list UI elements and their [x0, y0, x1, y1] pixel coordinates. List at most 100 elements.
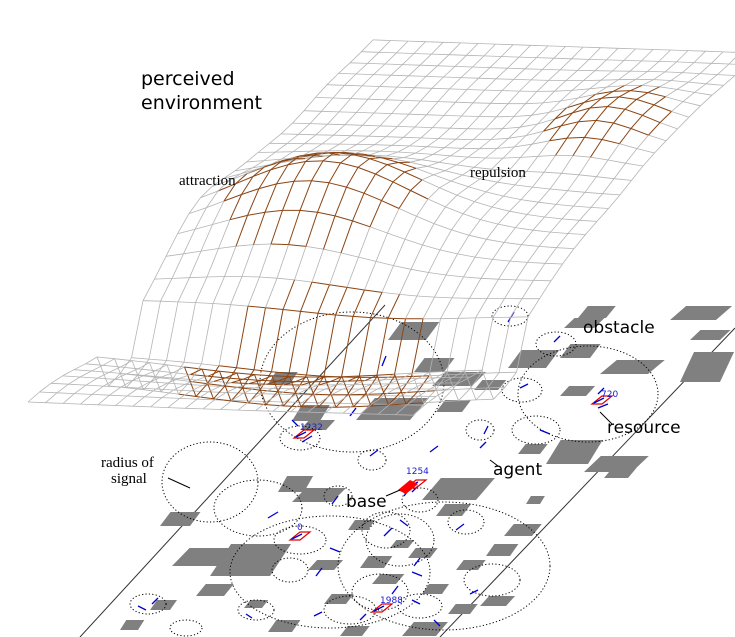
mesh-segment [177, 213, 190, 234]
mesh-segment [566, 136, 585, 139]
mesh-segment [73, 363, 86, 371]
mesh-segment [437, 101, 456, 103]
base-shape [398, 480, 418, 494]
mesh-segment [62, 403, 81, 405]
obstacle-block [448, 604, 478, 614]
mesh-segment [578, 156, 591, 176]
mesh-segment [392, 171, 405, 183]
mesh-segment [525, 123, 538, 136]
mesh-segment [623, 48, 636, 61]
mesh-segment [466, 43, 479, 56]
mesh-segment [607, 106, 626, 110]
mesh-segment [346, 186, 365, 194]
mesh-segment [635, 48, 654, 50]
obstacle-block [436, 504, 472, 516]
mesh-segment [263, 158, 282, 161]
mesh-segment [420, 127, 433, 139]
mesh-segment [443, 66, 456, 78]
mesh-segment [368, 125, 381, 137]
mesh-segment [243, 392, 262, 395]
mesh-segment [394, 374, 407, 405]
mesh-segment [452, 370, 465, 378]
mesh-segment [276, 244, 289, 279]
mesh-segment [391, 100, 404, 114]
mesh-segment [502, 146, 515, 159]
mesh-segment [375, 164, 388, 175]
mesh-segment [479, 178, 498, 183]
mesh-segment [365, 388, 378, 396]
mesh-segment [449, 115, 462, 129]
signal-circle [351, 573, 409, 611]
mesh-segment [242, 374, 255, 380]
mesh-segment [340, 153, 353, 164]
mesh-segment [583, 97, 602, 103]
mesh-segment [380, 157, 393, 160]
mesh-segment [126, 387, 139, 397]
mesh-segment [486, 238, 505, 243]
mesh-segment [282, 309, 301, 312]
mesh-segment [722, 51, 735, 53]
mesh-segment [322, 152, 335, 162]
mesh-segment [407, 40, 426, 43]
mesh-segment [503, 242, 522, 246]
mesh-segment [513, 103, 526, 117]
agent-marker [301, 435, 313, 443]
mesh-segment [292, 122, 311, 124]
mesh-segment [143, 370, 156, 376]
mesh-segment [103, 378, 116, 387]
mesh-segment [335, 314, 354, 317]
mesh-segment [190, 385, 203, 392]
mesh-segment [85, 377, 98, 386]
mesh-segment [364, 377, 377, 395]
mesh-segment [166, 301, 179, 361]
mesh-segment [456, 156, 469, 166]
mesh-segment [369, 226, 388, 234]
mesh-segment [381, 292, 400, 295]
mesh-segment [328, 182, 347, 188]
mesh-segment [450, 147, 463, 157]
mesh-segment [571, 58, 590, 60]
mesh-segment [400, 372, 413, 380]
mesh-segment [631, 165, 644, 181]
id-label-1254: 1254 [406, 467, 429, 477]
mesh-segment [230, 387, 243, 402]
mesh-segment [252, 166, 265, 177]
obstacle-block [518, 444, 548, 454]
mesh-segment [184, 366, 197, 397]
mesh-segment [578, 174, 597, 178]
agent-marker [411, 571, 423, 577]
mesh-segment [301, 381, 314, 386]
mesh-segment [404, 216, 417, 240]
mesh-segment [73, 369, 92, 372]
mesh-segment [700, 94, 713, 107]
mesh-segment [333, 124, 346, 136]
mesh-segment [561, 155, 574, 174]
mesh-segment [728, 57, 735, 65]
mesh-segment [396, 86, 415, 89]
obstacle-block [690, 330, 731, 340]
mesh-segment [384, 63, 403, 65]
mesh-segment [481, 370, 494, 400]
mesh-segment [444, 138, 457, 148]
mesh-segment [659, 80, 672, 88]
mesh-segment [183, 302, 196, 363]
mesh-segment [292, 150, 311, 153]
mesh-segment [376, 373, 395, 376]
agent-marker [593, 397, 605, 404]
mesh-segment [497, 181, 516, 186]
mesh-segment [206, 190, 219, 208]
mesh-segment [397, 126, 416, 128]
mesh-segment [416, 198, 429, 217]
mesh-segment [549, 188, 568, 192]
mesh-segment [664, 71, 683, 73]
mesh-segment [548, 107, 567, 113]
mesh-segment [229, 173, 248, 181]
mesh-segment [601, 90, 614, 99]
mesh-segment [242, 378, 261, 381]
mesh-segment [555, 137, 568, 156]
mesh-segment [326, 84, 345, 86]
mesh-segment [150, 397, 163, 408]
mesh-segment [642, 114, 661, 124]
mesh-segment [425, 76, 444, 78]
mesh-segment [435, 371, 448, 379]
